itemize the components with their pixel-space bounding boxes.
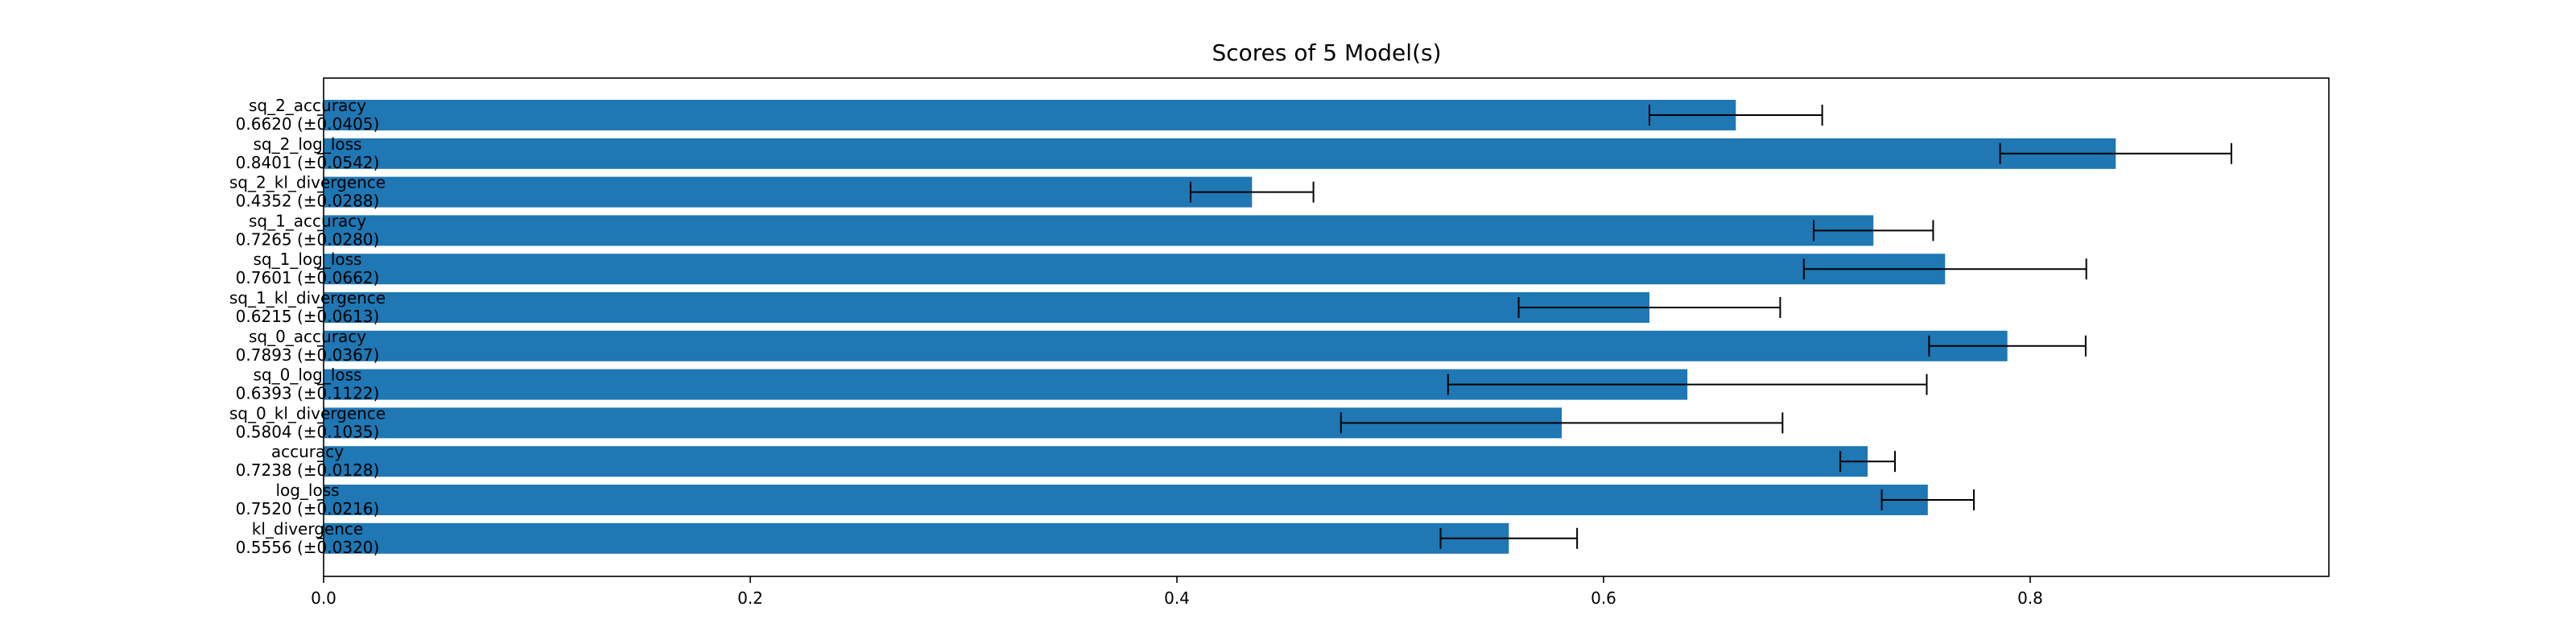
error-bar-sq_0_log_loss xyxy=(1447,374,1928,395)
y-tick-label-name: sq_1_accuracy xyxy=(249,211,366,230)
axes-frame xyxy=(323,77,2330,577)
y-tick-label-score: 0.5556 (±0.0320) xyxy=(236,538,380,557)
bar-sq_1_kl_divergence xyxy=(324,292,1649,323)
bar-accuracy xyxy=(324,446,1868,477)
bar-log_loss xyxy=(324,485,1928,515)
y-tick-label-name: sq_1_log_loss xyxy=(254,250,362,269)
error-bar-sq_1_accuracy xyxy=(1813,220,1934,242)
y-tick-label-name: sq_2_kl_divergence xyxy=(229,173,386,192)
y-tick-label-score: 0.4352 (±0.0288) xyxy=(236,192,380,211)
y-tick-label-name: sq_2_log_loss xyxy=(254,134,362,154)
x-tick-label: 0.4 xyxy=(1164,588,1190,608)
bar-sq_1_log_loss xyxy=(324,254,1946,285)
x-tick-label: 0.6 xyxy=(1591,588,1616,608)
bar-sq_2_kl_divergence xyxy=(324,176,1253,208)
y-tick-label-score: 0.7520 (±0.0216) xyxy=(236,499,380,518)
y-tick-label-name: kl_divergence xyxy=(252,519,363,539)
error-bar-sq_2_log_loss xyxy=(1999,142,2232,164)
bar-sq_1_accuracy xyxy=(324,215,1874,246)
error-bar-kl_divergence xyxy=(1439,527,1579,549)
error-bar-sq_0_accuracy xyxy=(1928,335,2087,357)
bar-sq_2_accuracy xyxy=(324,100,1736,130)
y-tick-label-name: sq_2_accuracy xyxy=(249,96,366,115)
error-bar-sq_0_kl_divergence xyxy=(1340,412,1784,434)
error-bar-sq_2_kl_divergence xyxy=(1189,181,1315,203)
error-bar-sq_2_accuracy xyxy=(1648,105,1823,126)
y-tick-label-score: 0.7893 (±0.0367) xyxy=(236,345,380,365)
x-tick-label: 0.8 xyxy=(2017,588,2043,608)
bar-sq_2_log_loss xyxy=(324,138,2116,169)
y-tick-label-score: 0.6215 (±0.0613) xyxy=(236,307,380,326)
y-tick-label-name: sq_0_log_loss xyxy=(254,365,362,385)
bar-kl_divergence xyxy=(324,522,1509,554)
error-bar-accuracy xyxy=(1839,451,1896,473)
x-tick-label: 0.0 xyxy=(311,588,336,608)
y-tick-label-score: 0.5804 (±0.1035) xyxy=(236,422,380,441)
y-tick-label-score: 0.7238 (±0.0128) xyxy=(236,460,380,480)
y-tick-label-name: log_loss xyxy=(275,481,339,500)
y-tick-label-name: sq_0_kl_divergence xyxy=(229,403,386,423)
x-axis: 0.0 0.2 0.4 0.6 0.8 xyxy=(311,576,2043,608)
y-tick-label-score: 0.6393 (±0.1122) xyxy=(236,384,380,403)
y-tick-label-score: 0.7265 (±0.0280) xyxy=(236,229,380,249)
y-tick-label-score: 0.8401 (±0.0542) xyxy=(236,153,380,172)
error-bar-log_loss xyxy=(1880,489,1975,510)
y-tick-label-name: sq_0_accuracy xyxy=(249,327,366,346)
error-bar-sq_1_log_loss xyxy=(1802,258,2087,280)
bar-sq_0_accuracy xyxy=(324,330,2008,361)
y-tick-label-score: 0.7601 (±0.0662) xyxy=(236,268,380,287)
y-tick-label-name: accuracy xyxy=(271,442,344,461)
y-tick-label-name: sq_1_kl_divergence xyxy=(229,288,386,308)
error-bar-sq_1_kl_divergence xyxy=(1517,297,1781,318)
x-tick-label: 0.2 xyxy=(737,588,763,608)
y-tick-label-score: 0.6620 (±0.0405) xyxy=(236,114,380,134)
plot-area xyxy=(324,100,2232,554)
chart-title: Scores of 5 Model(s) xyxy=(1212,39,1441,66)
